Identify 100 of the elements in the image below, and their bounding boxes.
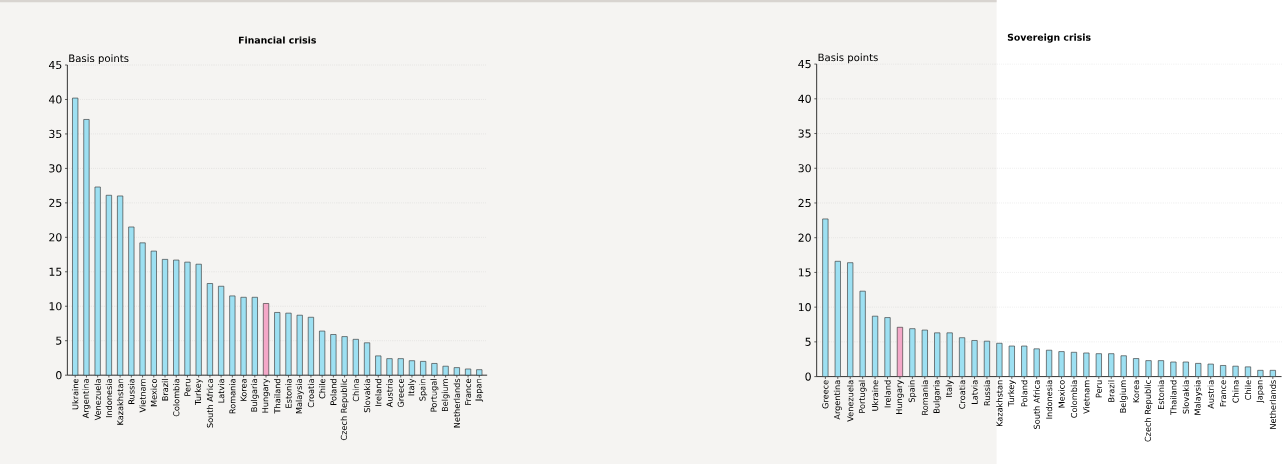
x-tick-label: Malaysia [295,379,304,414]
bar [834,260,841,377]
x-tick-label: Latvia [217,379,225,403]
x-tick-label: Latvia [971,380,978,404]
x-tick-label: Vietnam [139,379,146,413]
bar [431,363,438,376]
bar [847,262,854,377]
x-tick-label: Mexico [150,378,157,407]
bar [1220,365,1227,377]
x-tick-label: France [465,378,472,405]
bar [1145,360,1152,377]
y-axis-title: Basis points [69,54,129,65]
bar [971,340,978,377]
bar [1157,360,1164,377]
bar [1021,345,1028,377]
x-tick-label: Chile [319,378,326,399]
y-tick-label: 0 [56,371,62,380]
y-tick-label: 5 [56,336,62,345]
bar [1046,349,1053,377]
y-tick-label: 25 [798,198,811,208]
chart-title: Financial crisis [238,36,316,44]
x-tick-label: Turkey [1007,380,1016,407]
x-tick-label: Hungary [262,378,270,413]
bar [184,261,191,376]
x-tick-label: Czech Republic [1144,380,1153,442]
bar [352,338,359,376]
bar [72,97,79,376]
bar [465,368,472,376]
bar [341,336,348,376]
x-tick-label: Estonia [285,379,292,408]
bar [274,312,281,376]
x-tick-label: Thailand [274,379,281,414]
bar [884,317,891,377]
bar [1257,369,1264,377]
x-tick-label: Chile [1244,380,1252,400]
x-tick-label: Hungary [896,380,904,414]
chart-title: Sovereign crisis [1007,33,1091,43]
bar [921,329,928,377]
bar [319,330,326,376]
x-tick-label: Croatia [958,380,966,409]
x-tick-label: Italy [945,380,954,397]
y-tick-label: 15 [49,267,62,276]
x-tick-label: Mexico [1058,380,1065,408]
x-tick-label: Portugal [430,379,439,412]
x-tick-label: Italy [408,378,416,396]
x-tick-label: South Africa [1033,380,1040,429]
bar [364,342,371,376]
x-tick-label: Czech Republic [340,378,349,441]
x-tick-label: Poland [1021,380,1028,407]
bar [859,290,866,377]
x-tick-label: Netherlands [1269,380,1276,429]
x-tick-label: Thailand [1170,380,1177,415]
y-axis-title: Basis points [818,53,878,64]
bar [128,226,135,376]
bar [934,332,941,377]
x-tick-label: Malaysia [1194,380,1203,415]
y-tick-label: 0 [805,372,811,381]
x-tick-label: Austria [386,379,393,408]
x-tick-label: Kazakhstan [116,379,124,425]
bar [1120,355,1127,377]
x-tick-label: Ireland [884,380,891,408]
bar [386,358,393,376]
bar [1058,351,1065,377]
bar [117,195,124,376]
bar [872,315,879,377]
x-tick-label: Romania [921,380,928,415]
x-tick-label: Brazil [161,379,169,401]
x-tick-label: Belgium [441,379,450,412]
bar [1083,352,1090,377]
x-tick-label: Japan [475,379,484,402]
bar [1070,351,1077,377]
bar [161,259,169,376]
y-tick-label: 30 [798,164,811,173]
bar [420,361,427,376]
x-tick-label: Colombia [1070,380,1078,418]
bar [442,365,449,376]
bar [285,312,292,376]
bar [822,218,829,377]
y-tick-label: 15 [798,268,811,277]
x-tick-label: Russia [983,380,991,406]
bar [251,296,258,376]
x-tick-label: Indonesia [1045,380,1053,419]
bar [1232,365,1239,377]
y-tick-label: 10 [798,302,811,312]
x-tick-label: Russia [128,379,135,404]
x-tick-label: Greece [822,380,829,409]
bar [94,186,101,376]
bar [1095,353,1102,377]
bar [263,303,270,376]
bar [150,250,157,376]
bar [296,314,303,376]
bar [1269,369,1276,377]
bar [1244,366,1252,377]
bar [959,337,966,377]
y-tick-label: 35 [798,129,811,138]
x-tick-label: Romania [229,379,236,414]
x-tick-label: Ukraine [871,380,879,411]
bar [1008,345,1015,377]
x-tick-label: Peru [1095,380,1102,398]
bar [139,242,146,376]
